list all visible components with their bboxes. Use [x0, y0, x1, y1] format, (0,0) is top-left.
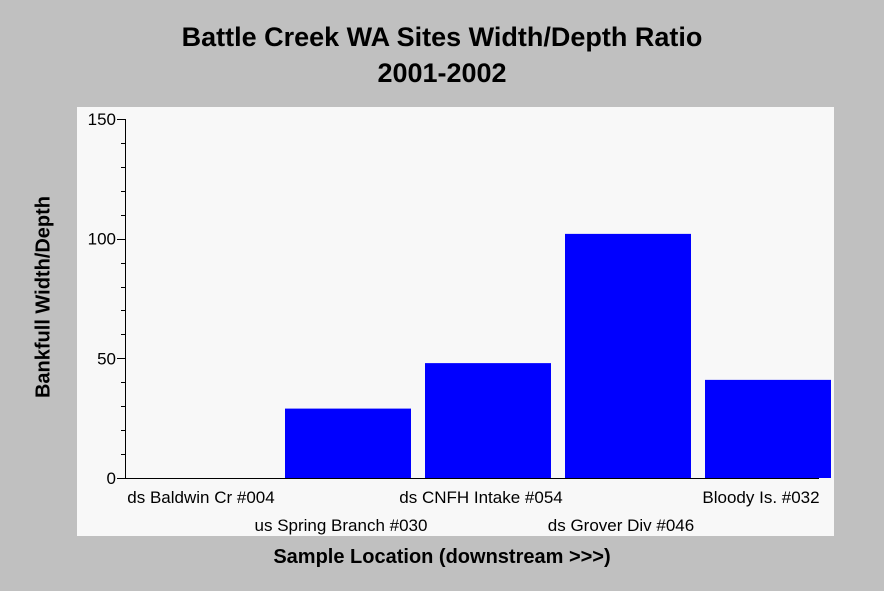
bar-2 [285, 408, 411, 478]
y-tick-labels: 0 50 100 150 [88, 110, 116, 488]
bars-layer [285, 233, 831, 478]
x-tick-label: Bloody Is. #032 [702, 488, 819, 507]
bar-4 [565, 233, 691, 478]
x-tick-label: us Spring Branch #030 [255, 516, 428, 535]
bar-5 [705, 379, 831, 478]
chart-title: Battle Creek WA Sites Width/Depth Ratio [181, 22, 703, 52]
axis-layer [117, 119, 819, 479]
bar-3 [425, 363, 551, 478]
chart-subtitle: 2001-2002 [377, 58, 507, 88]
x-axis-label: Sample Location (downstream >>>) [273, 546, 611, 568]
y-tick-label: 150 [88, 110, 116, 129]
x-tick-label: ds CNFH Intake #054 [399, 488, 562, 507]
x-tick-label: ds Grover Div #046 [548, 516, 694, 535]
y-axis-label: Bankfull Width/Depth [32, 195, 55, 399]
y-tick-label: 0 [107, 469, 116, 488]
y-tick-label: 100 [88, 230, 116, 249]
x-tick-labels: ds Baldwin Cr #004 us Spring Branch #030 d… [127, 488, 819, 535]
x-tick-label: ds Baldwin Cr #004 [127, 488, 274, 507]
y-tick-label: 50 [97, 349, 116, 368]
